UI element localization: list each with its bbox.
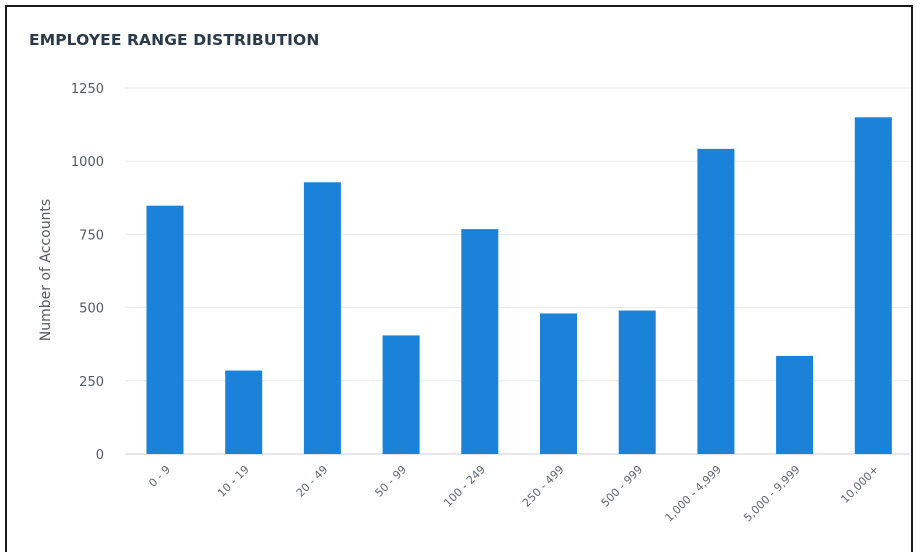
y-tick-label: 250 [79,375,104,390]
y-tick-label: 500 [79,302,104,317]
y-tick-label: 750 [79,228,104,243]
bar [461,229,499,454]
y-tick-label: 1250 [71,82,104,97]
bar [618,310,656,454]
x-tick-label: 10,000+ [838,463,881,506]
y-axis-ticks: 0 250 500 750 1000 1250 [71,82,104,463]
bar [225,370,263,454]
bar [540,313,577,454]
bar [776,355,814,454]
y-tick-label: 0 [96,448,104,463]
x-tick-label: 50 - 99 [372,463,409,500]
x-tick-label: 500 - 999 [599,463,646,510]
x-tick-label: 20 - 49 [294,463,331,500]
bar [854,117,892,454]
x-tick-label: 0 - 9 [146,463,173,490]
x-tick-label: 1,000 - 4,999 [663,463,724,524]
bar [146,205,184,454]
chart-title: EMPLOYEE RANGE DISTRIBUTION [29,31,320,49]
y-tick-label: 1000 [71,155,104,170]
x-tick-label: 100 - 249 [441,463,488,510]
y-axis-title: Number of Accounts [38,199,54,341]
bars [146,117,892,454]
x-tick-label: 10 - 19 [215,463,252,500]
bar [303,182,341,454]
bar [382,335,420,454]
x-axis-ticks: 0 - 9 10 - 19 20 - 49 50 - 99 100 - 249 250 -… [146,463,881,524]
x-tick-label: 5,000 - 9,999 [741,463,802,524]
x-tick-label: 250 - 499 [520,463,567,510]
bar [697,148,735,454]
